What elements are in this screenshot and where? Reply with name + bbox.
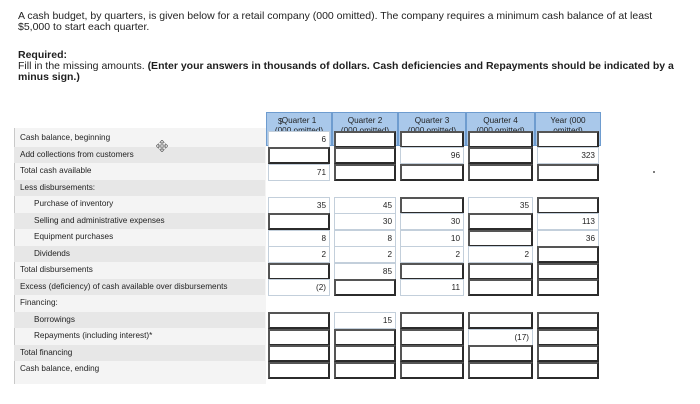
given-value: 45 (334, 196, 396, 214)
given-value: 96 (400, 147, 464, 164)
answer-input[interactable] (334, 147, 396, 164)
row-label: Financing: (20, 298, 58, 307)
row-label: Total disbursements (20, 265, 93, 274)
answer-input[interactable] (468, 262, 533, 280)
column-header-line1: Quarter 1 (281, 116, 317, 125)
move-icon (156, 140, 168, 152)
answer-input[interactable] (334, 345, 396, 362)
given-value: 2 (468, 246, 533, 263)
row-label: Add collections from customers (14, 146, 265, 163)
answer-input[interactable] (268, 345, 330, 362)
answer-input[interactable] (468, 213, 533, 230)
answer-input[interactable] (400, 262, 464, 280)
given-value: 2 (334, 246, 396, 263)
column-header-line2: (000 omitted) (399, 126, 465, 136)
row-label: Purchase of inventory (34, 199, 114, 208)
instruction-text: Fill in the missing amounts. (Enter your… (18, 61, 678, 83)
given-value: 8 (268, 229, 330, 247)
answer-input[interactable] (400, 196, 464, 214)
answer-input[interactable] (537, 246, 599, 263)
row-label: Repayments (including interest)* (34, 331, 153, 340)
column-header-line2: omitted) (536, 126, 600, 136)
answer-input[interactable] (268, 312, 330, 329)
answer-input[interactable] (468, 345, 533, 362)
column-header-line2: (000 omitted) (333, 126, 397, 136)
given-value: 30 (334, 213, 396, 230)
given-value: 11 (400, 279, 464, 296)
given-value: 8 (334, 229, 396, 247)
row-label: Total financing (14, 344, 265, 361)
row-label: Cash balance, ending (20, 364, 100, 373)
currency-symbol: $ (278, 117, 283, 126)
answer-input[interactable] (468, 147, 533, 164)
answer-input[interactable] (537, 279, 599, 296)
answer-input[interactable] (537, 361, 599, 379)
answer-input[interactable] (537, 262, 599, 280)
row-label: Excess (deficiency) of cash available ov… (14, 278, 265, 295)
given-value: 35 (268, 196, 330, 214)
answer-input[interactable] (537, 196, 599, 214)
column-header-line1: Quarter 4 (483, 116, 518, 125)
answer-input[interactable] (468, 361, 533, 379)
answer-input[interactable] (268, 147, 330, 164)
answer-input[interactable] (400, 361, 464, 379)
answer-input[interactable] (468, 312, 533, 329)
answer-input[interactable] (268, 328, 330, 346)
answer-input[interactable] (400, 328, 464, 346)
answer-input[interactable] (334, 279, 396, 296)
answer-input[interactable] (537, 312, 599, 329)
given-value: 30 (400, 213, 464, 230)
answer-input[interactable] (468, 163, 533, 181)
given-value: 2 (400, 246, 464, 263)
answer-input[interactable] (268, 213, 330, 230)
answer-input[interactable] (468, 229, 533, 247)
row-label: Cash balance, beginning (20, 133, 111, 142)
instruction-bold: (Enter your answers in thousands of doll… (18, 60, 674, 83)
given-value: 36 (537, 229, 599, 247)
given-value: 2 (268, 246, 330, 263)
row-label: Borrowings (14, 311, 265, 328)
answer-input[interactable] (268, 361, 330, 379)
row-label: Less disbursements: (14, 179, 265, 196)
column-header-line1: Year (000 (550, 116, 586, 125)
column-header-line2: (000 omitted) (267, 126, 331, 136)
given-value: 113 (537, 213, 599, 230)
instruction-plain: Fill in the missing amounts. (18, 60, 145, 72)
answer-input[interactable] (400, 345, 464, 362)
given-value: 10 (400, 229, 464, 247)
given-value: 6 (268, 130, 330, 148)
answer-input[interactable] (537, 345, 599, 362)
answer-input[interactable] (334, 361, 396, 379)
answer-input[interactable] (537, 130, 599, 148)
answer-input[interactable] (400, 130, 464, 148)
given-value: 35 (468, 196, 533, 214)
given-value: 85 (334, 262, 396, 280)
required-heading: Required: (18, 49, 68, 61)
column-header-line1: Quarter 2 (347, 116, 383, 125)
row-label: Total cash available (20, 166, 92, 175)
given-value: (2) (268, 279, 330, 296)
row-label: Selling and administrative expenses (14, 212, 265, 229)
answer-input[interactable] (268, 262, 330, 280)
answer-input[interactable] (334, 328, 396, 346)
answer-input[interactable] (468, 130, 533, 148)
answer-input[interactable] (537, 328, 599, 346)
row-label: Dividends (14, 245, 265, 262)
problem-intro: A cash budget, by quarters, is given bel… (18, 10, 653, 33)
given-value: 323 (537, 147, 599, 164)
answer-input[interactable] (334, 163, 396, 181)
given-value: 71 (268, 163, 330, 181)
column-header-line2: (000 omitted) (467, 126, 534, 136)
row-label: Equipment purchases (34, 232, 114, 241)
answer-input[interactable] (468, 279, 533, 296)
answer-input[interactable] (334, 130, 396, 148)
answer-input[interactable] (400, 312, 464, 329)
given-value: 15 (334, 312, 396, 329)
answer-input[interactable] (400, 163, 464, 181)
answer-input[interactable] (537, 163, 599, 181)
stray-dot (653, 171, 655, 173)
column-header-line1: Quarter 3 (414, 116, 450, 125)
cash-budget-table: Quarter 1(000 omitted)Quarter 2(000 omit… (14, 112, 603, 387)
given-value: (17) (468, 328, 533, 346)
